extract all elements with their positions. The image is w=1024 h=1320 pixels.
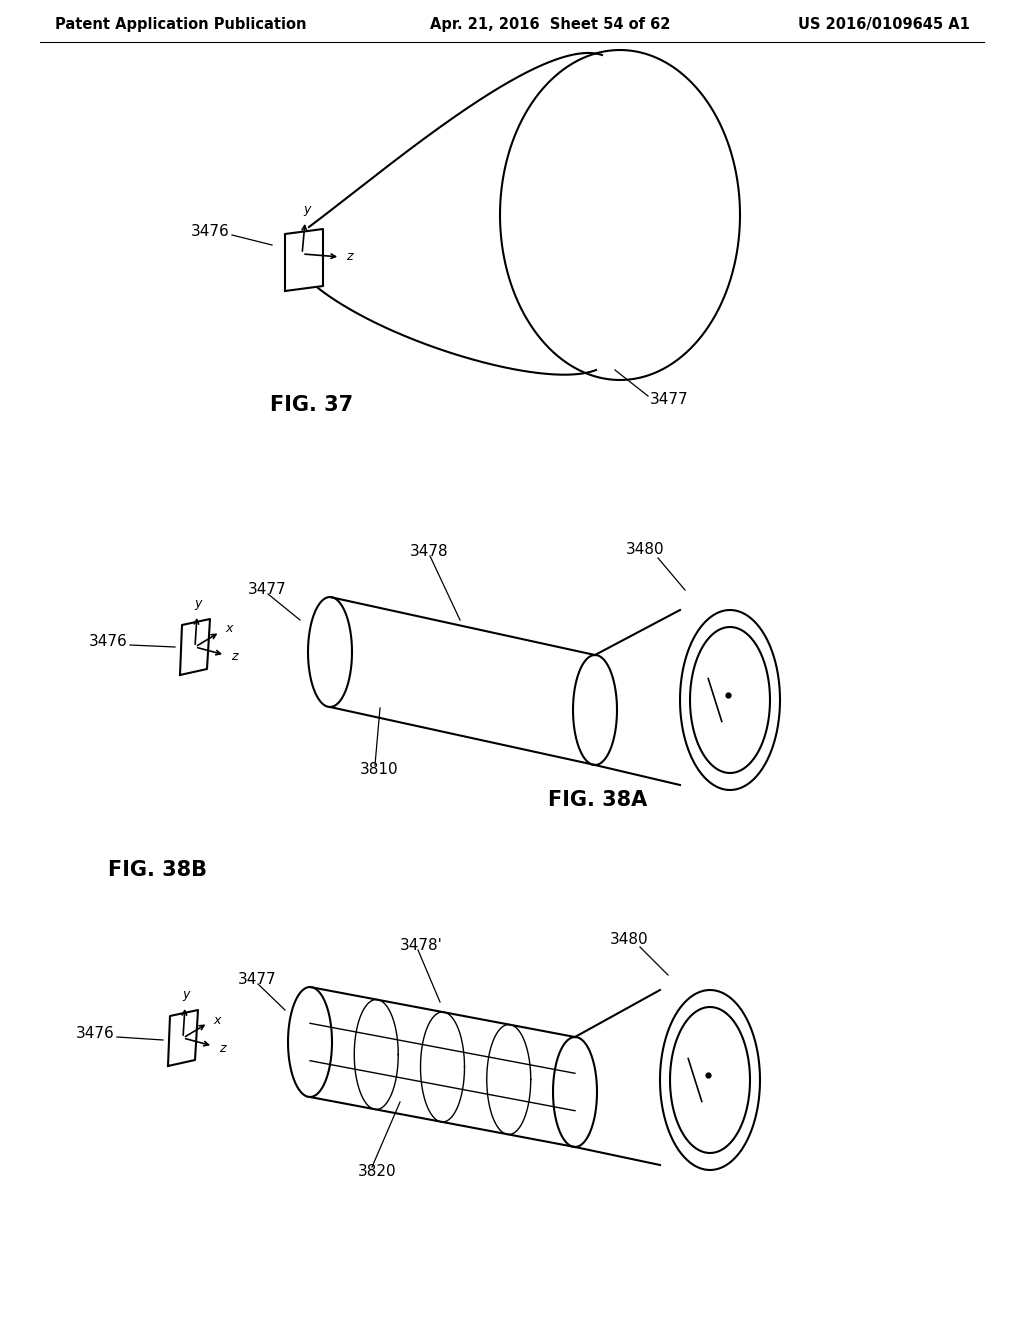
Text: y: y — [303, 203, 311, 216]
Text: Patent Application Publication: Patent Application Publication — [55, 17, 306, 33]
Text: 3480: 3480 — [626, 543, 665, 557]
Text: 3480: 3480 — [610, 932, 648, 948]
Text: 3478: 3478 — [410, 544, 449, 560]
Text: FIG. 38B: FIG. 38B — [108, 861, 207, 880]
Text: z: z — [346, 251, 352, 264]
Text: y: y — [195, 597, 202, 610]
Text: x: x — [213, 1014, 220, 1027]
Text: FIG. 37: FIG. 37 — [270, 395, 353, 414]
Text: 3477: 3477 — [238, 973, 276, 987]
Text: z: z — [219, 1041, 225, 1055]
Text: 3476: 3476 — [191, 224, 230, 239]
Text: 3478': 3478' — [400, 937, 442, 953]
Text: US 2016/0109645 A1: US 2016/0109645 A1 — [798, 17, 970, 33]
Text: 3810: 3810 — [360, 763, 398, 777]
Text: y: y — [182, 987, 189, 1001]
Text: 3476: 3476 — [89, 635, 128, 649]
Text: 3476: 3476 — [76, 1027, 115, 1041]
Text: x: x — [225, 623, 232, 635]
Text: 3477: 3477 — [650, 392, 688, 408]
Text: 3477: 3477 — [248, 582, 287, 598]
Text: 3820: 3820 — [358, 1164, 396, 1180]
Text: FIG. 38A: FIG. 38A — [548, 789, 647, 810]
Text: z: z — [231, 651, 238, 664]
Text: Apr. 21, 2016  Sheet 54 of 62: Apr. 21, 2016 Sheet 54 of 62 — [430, 17, 671, 33]
